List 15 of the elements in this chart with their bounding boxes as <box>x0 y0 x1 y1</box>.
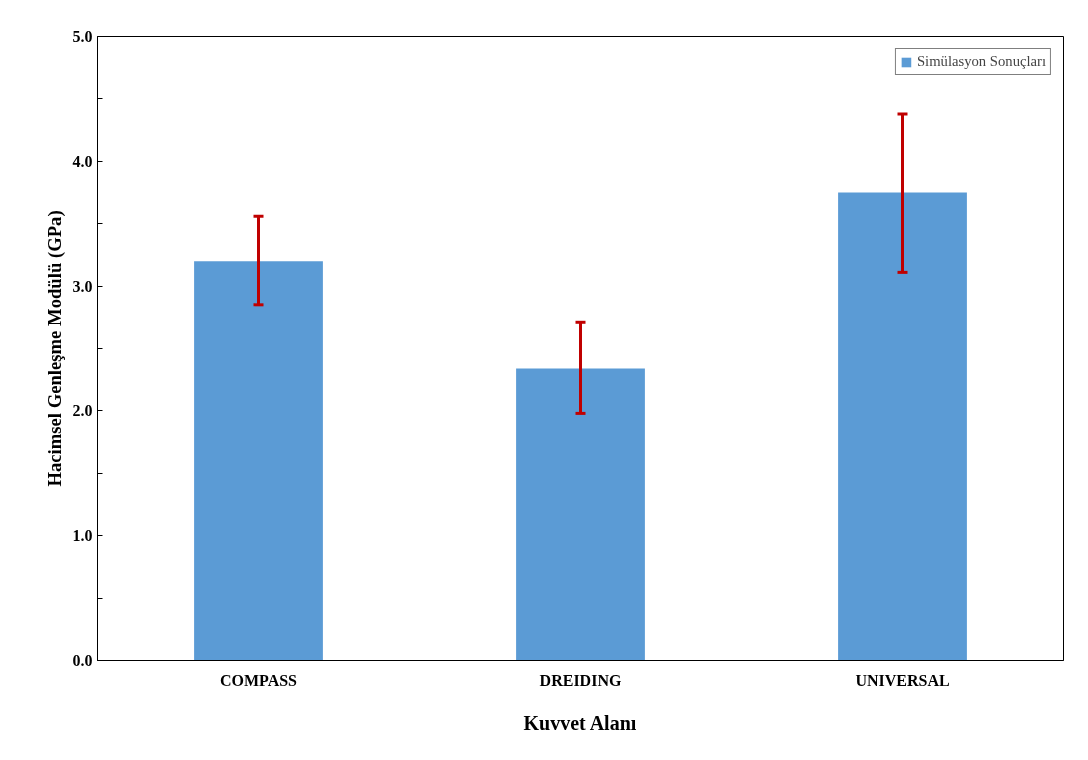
bar <box>838 192 967 661</box>
y-tick-label: 2.0 <box>72 402 93 420</box>
x-axis-title: Kuvvet Alanı <box>523 711 637 734</box>
x-tick-label: DREIDING <box>539 671 622 689</box>
y-axis-title: Hacimsel Genleşme Modülü (GPa) <box>43 210 66 487</box>
y-tick-label: 5.0 <box>72 28 93 45</box>
y-tick-label: 3.0 <box>72 277 93 295</box>
x-tick-label: UNIVERSAL <box>855 671 950 689</box>
bar <box>516 368 645 661</box>
y-tick-label: 1.0 <box>72 527 93 545</box>
y-tick-label: 4.0 <box>72 152 93 170</box>
y-tick-label: 0.0 <box>72 652 93 669</box>
x-tick-label: COMPASS <box>219 671 298 689</box>
legend-label: Simülasyon Sonuçları <box>916 53 1046 70</box>
bar <box>194 261 323 661</box>
